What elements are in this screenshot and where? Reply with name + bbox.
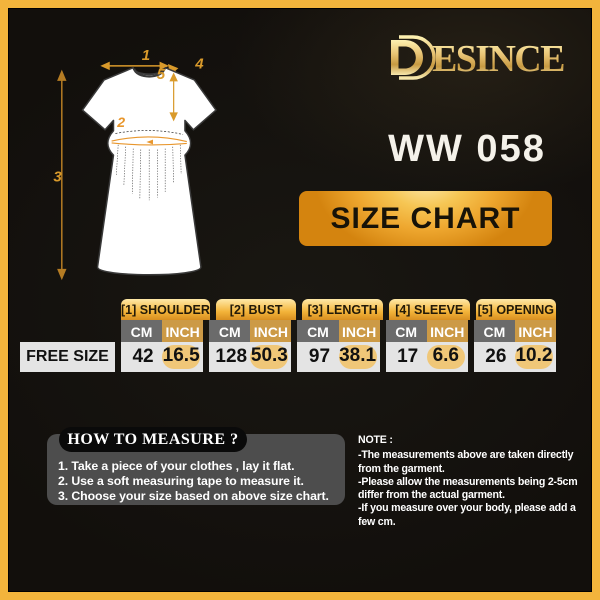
- svg-text:2: 2: [116, 114, 125, 130]
- svg-text:3: 3: [53, 168, 62, 185]
- svg-text:5: 5: [157, 66, 166, 83]
- svg-text:4: 4: [194, 56, 204, 73]
- svg-text:1: 1: [142, 48, 150, 64]
